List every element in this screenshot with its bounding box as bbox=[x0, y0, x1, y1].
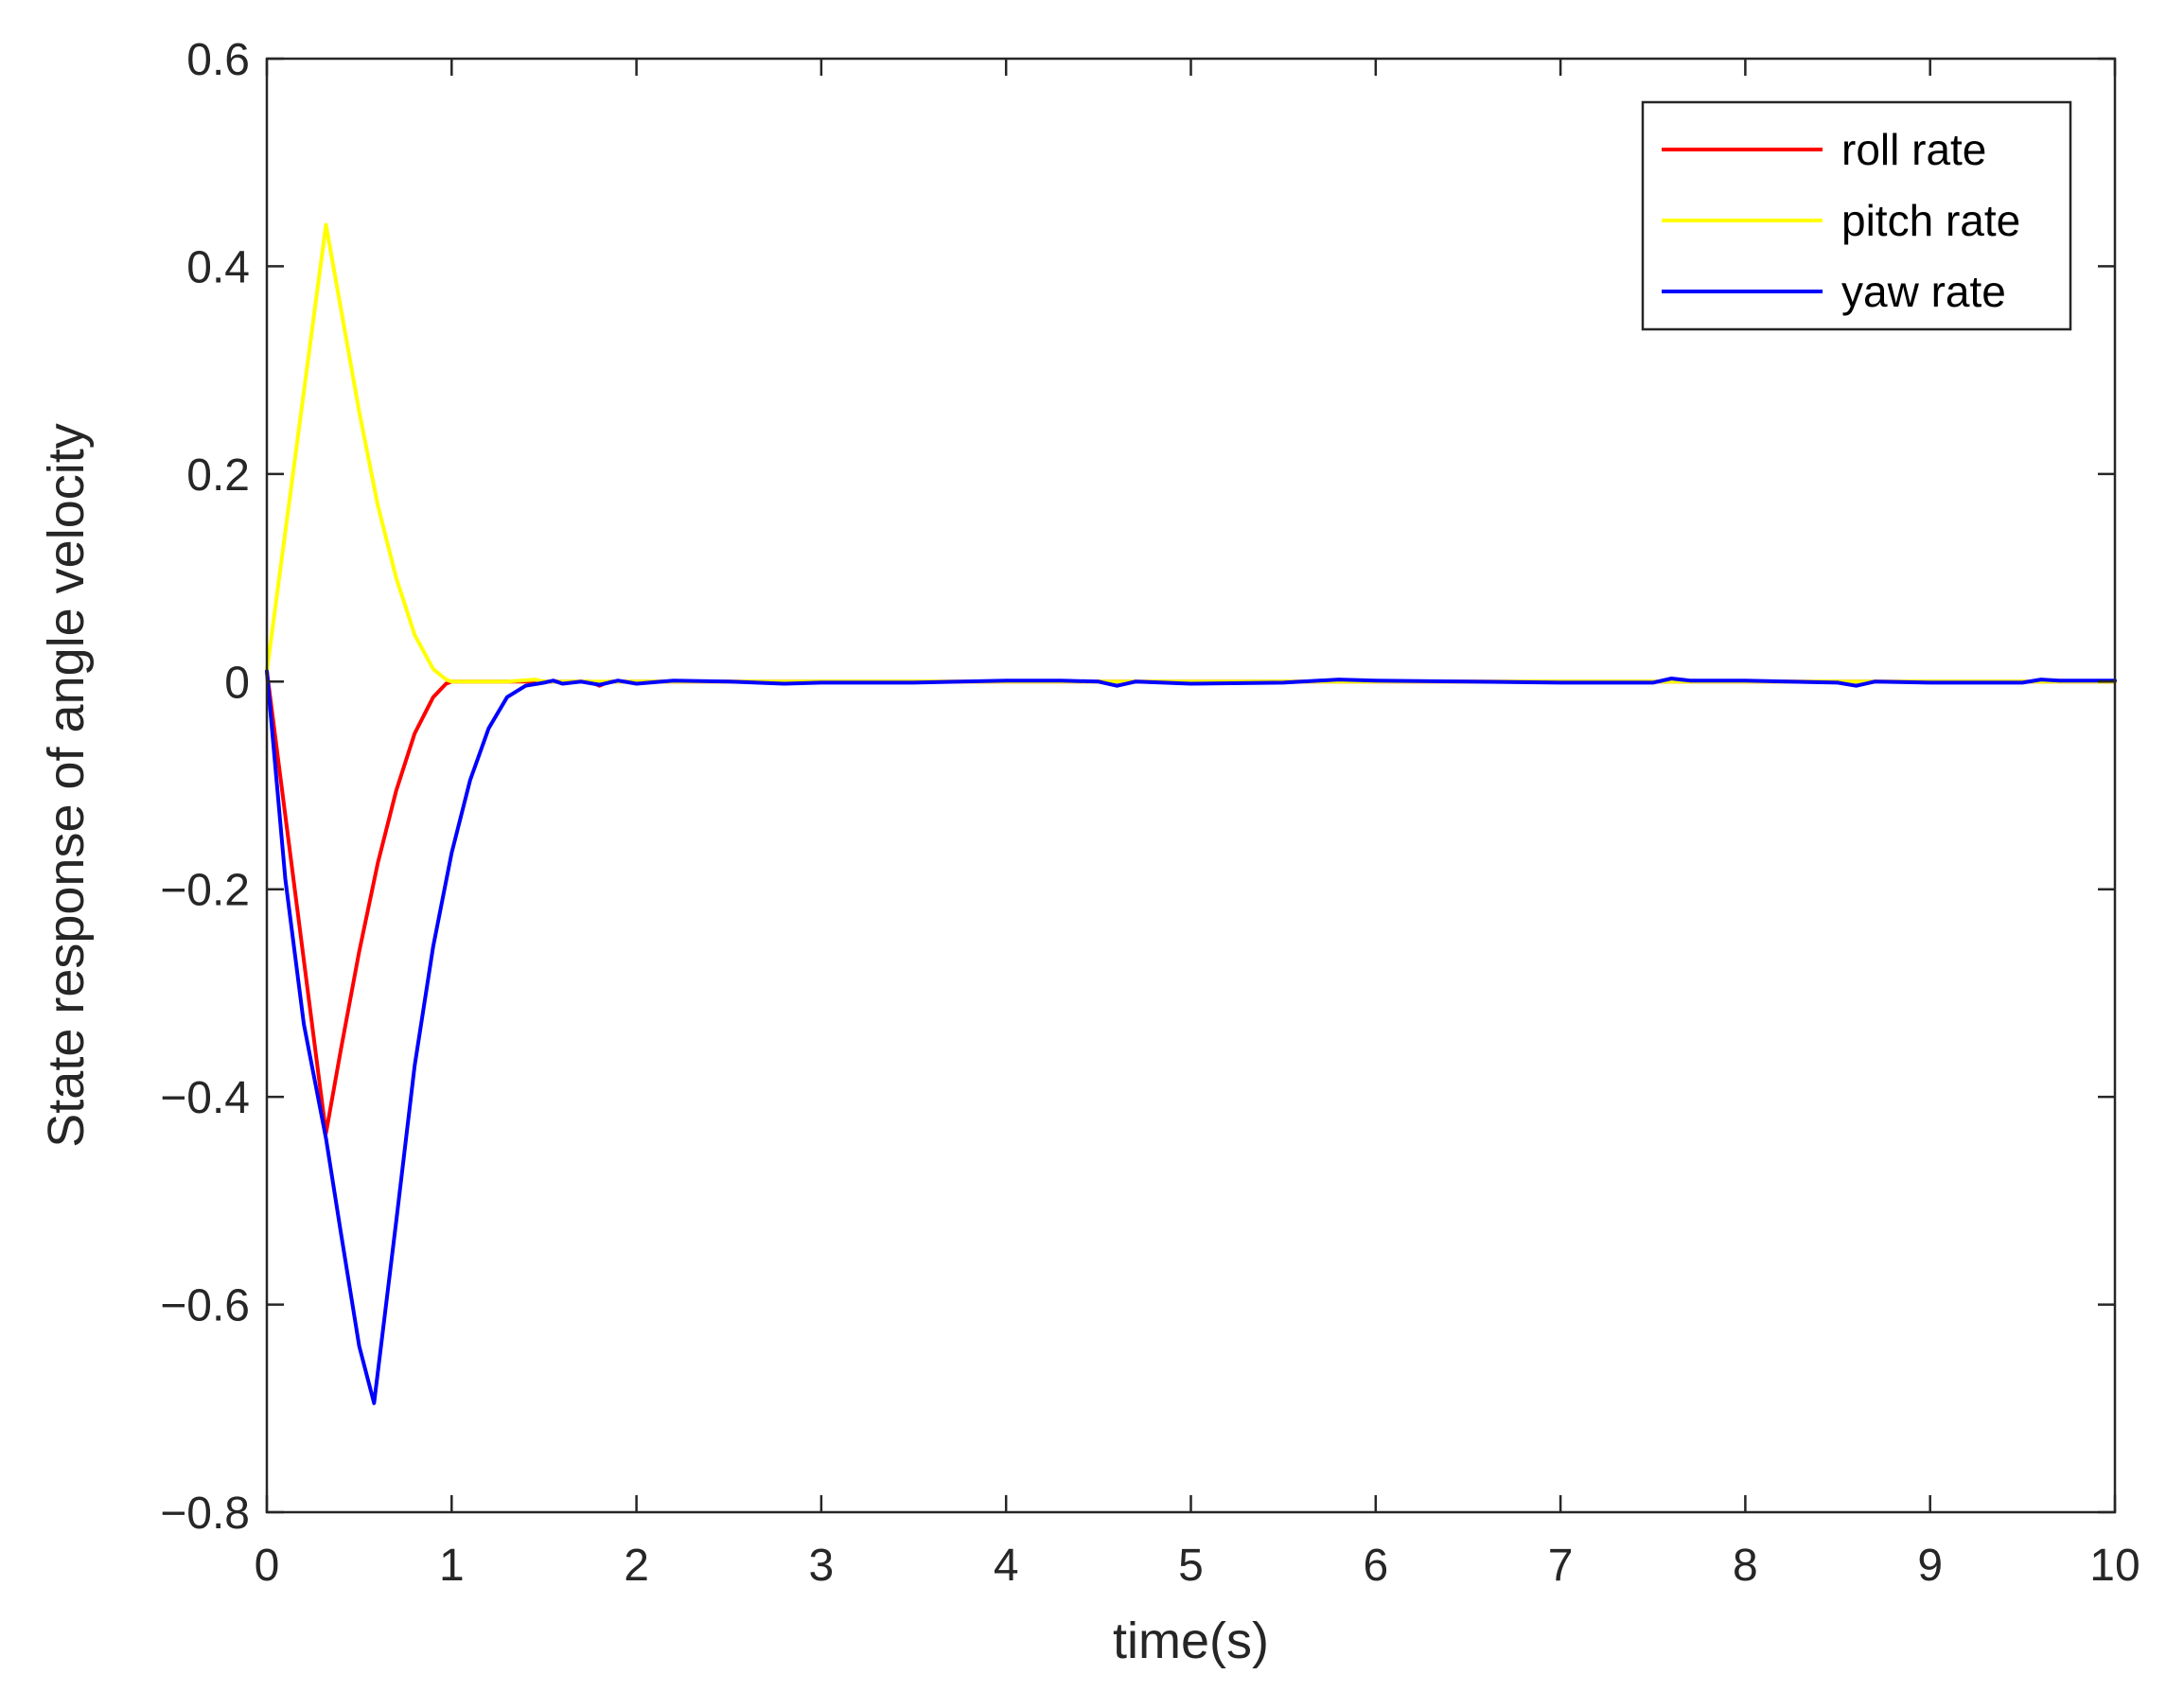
legend-label-2: pitch rate bbox=[1841, 196, 2020, 245]
x-tick-label: 6 bbox=[1363, 1541, 1388, 1591]
x-tick-label: 3 bbox=[809, 1541, 835, 1591]
y-tick-label: −0.4 bbox=[160, 1073, 250, 1123]
x-tick-label: 4 bbox=[994, 1541, 1019, 1591]
x-tick-label: 2 bbox=[624, 1541, 649, 1591]
x-tick-label: 5 bbox=[1178, 1541, 1204, 1591]
x-tick-label: 1 bbox=[439, 1541, 465, 1591]
series-line-3 bbox=[265, 669, 2117, 1405]
y-tick-label: −0.2 bbox=[160, 866, 250, 916]
x-tick-label: 7 bbox=[1548, 1541, 1574, 1591]
y-axis-label: State response of angle velocity bbox=[38, 423, 95, 1147]
y-tick-label: 0.6 bbox=[186, 35, 250, 85]
axis-tick-labels: 0 1 2 3 4 5 6 7 8 9 10 −0.8 −0.6 −0.4 −0.2 0 0.2 0.4 0.6 bbox=[160, 35, 2140, 1591]
axis-ticks bbox=[265, 57, 2117, 1514]
x-axis-label: time(s) bbox=[1113, 1613, 1269, 1669]
x-tick-label: 10 bbox=[2089, 1541, 2140, 1591]
y-tick-label: −0.8 bbox=[160, 1489, 250, 1539]
y-tick-label: 0.2 bbox=[186, 450, 250, 501]
y-tick-label: 0 bbox=[224, 658, 250, 708]
legend: roll rate pitch rate yaw rate bbox=[1641, 100, 2072, 331]
legend-label-3: yaw rate bbox=[1841, 267, 2006, 316]
plot-lines bbox=[265, 222, 2117, 1405]
x-tick-label: 8 bbox=[1733, 1541, 1758, 1591]
x-tick-label: 0 bbox=[255, 1541, 280, 1591]
y-tick-label: 0.4 bbox=[186, 242, 250, 292]
y-tick-label: −0.6 bbox=[160, 1281, 250, 1331]
legend-label-1: roll rate bbox=[1841, 125, 1986, 174]
x-tick-label: 9 bbox=[1917, 1541, 1943, 1591]
